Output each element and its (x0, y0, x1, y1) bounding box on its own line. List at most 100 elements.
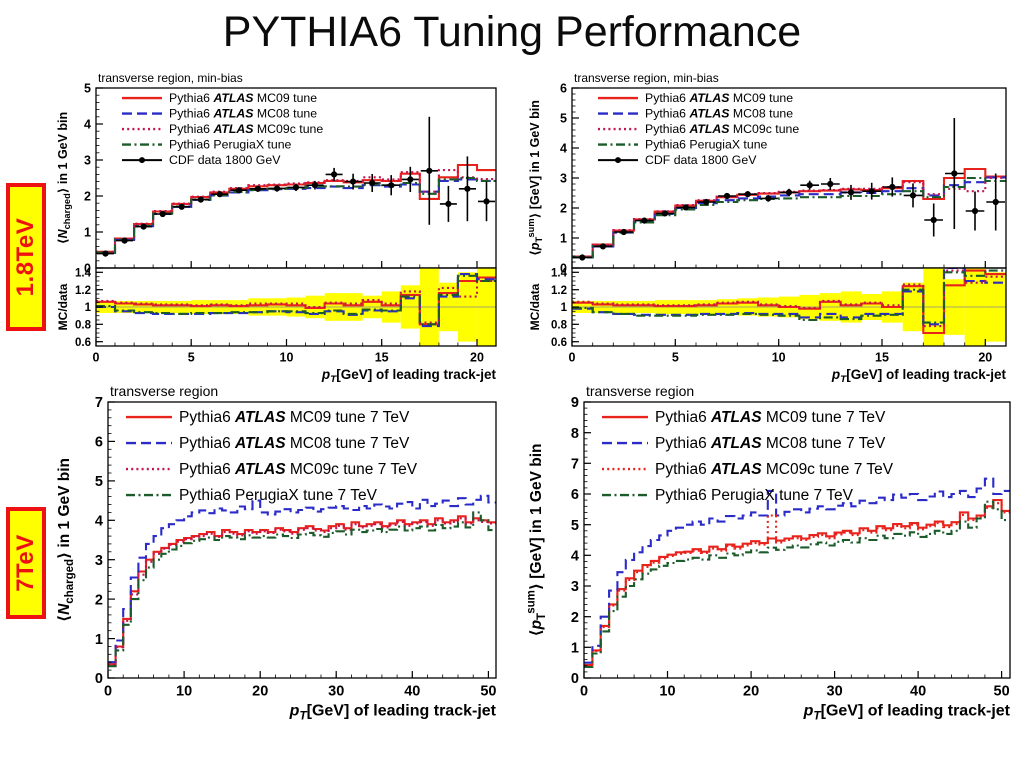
svg-text:8: 8 (571, 426, 579, 442)
series-line (584, 499, 1010, 667)
series-line (96, 163, 496, 253)
plot-ncharged-7tev: transverse region 0 1 2 3 4 5 6 7 ⟨Ncharged⟩ in 1… (56, 378, 506, 723)
y-axis-title: ⟨pTsum⟩ [GeV] in 1 GeV bin (528, 444, 548, 637)
svg-text:0: 0 (580, 684, 588, 700)
svg-text:30: 30 (827, 684, 843, 700)
bl-series (108, 494, 496, 668)
svg-text:10: 10 (772, 351, 786, 365)
legend-label: Pythia6 ATLAS MC09c tune 7 TeV (655, 461, 894, 478)
svg-text:1: 1 (84, 226, 91, 240)
svg-text:1.4: 1.4 (551, 268, 568, 280)
legend-label: Pythia6 ATLAS MC09 tune (169, 91, 317, 105)
legend-label: Pythia6 ATLAS MC09c tune (645, 122, 799, 136)
x-axis-title: pT[GeV] of leading track-jet (289, 703, 497, 723)
chart-canvas-top-right: transverse region, min-bias 0 1 2 3 4 5 6 ⟨pTsum… (528, 71, 1007, 382)
tr-legend: Pythia6 ATLAS MC09 tune Pythia6 ATLAS MC0… (598, 91, 799, 167)
tl-main-panel: 0 1 2 3 4 5 ⟨Ncharged⟩ in 1 GeV bin (56, 82, 497, 276)
y-axis-title: ⟨pTsum⟩ [GeV] in 1 GeV bin (528, 100, 544, 256)
svg-text:5: 5 (84, 82, 91, 96)
panel-header: transverse region, min-bias (98, 71, 243, 85)
series-line (572, 167, 1006, 258)
legend-label: Pythia6 ATLAS MC09c tune 7 TeV (179, 461, 418, 478)
legend-label: CDF data 1800 GeV (645, 153, 757, 167)
legend-label: Pythia6 ATLAS MC09c tune (169, 122, 323, 136)
tl-series (96, 116, 496, 257)
page-title: PYTHIA6 Tuning Performance (222, 8, 802, 56)
legend-label: Pythia6 ATLAS MC09 tune 7 TeV (655, 409, 886, 426)
series-line (572, 176, 1006, 259)
svg-text:7: 7 (571, 457, 579, 473)
svg-text:10: 10 (176, 684, 192, 700)
series-line (96, 274, 496, 326)
svg-text:4: 4 (84, 118, 91, 132)
series-line (572, 269, 1006, 328)
svg-text:0: 0 (560, 262, 567, 276)
plot-nchanged-1800gev: transverse region, min-bias 0 1 2 3 4 5 ⟨Ncharg… (56, 70, 506, 382)
svg-text:5: 5 (188, 351, 195, 365)
series-line (108, 511, 496, 668)
svg-text:10: 10 (659, 684, 675, 700)
energy-label-7tev: 7TeV (6, 507, 46, 619)
svg-text:5: 5 (560, 112, 567, 126)
svg-text:1: 1 (571, 641, 579, 657)
svg-text:6: 6 (571, 487, 579, 503)
svg-text:3: 3 (571, 579, 579, 595)
legend-label: Pythia6 ATLAS MC08 tune 7 TeV (655, 435, 886, 452)
svg-text:0: 0 (571, 671, 579, 687)
x-axis-title: pT[GeV] of leading track-jet (321, 367, 497, 382)
svg-text:1: 1 (561, 302, 568, 314)
plot-ptsum-1800gev: transverse region, min-bias 0 1 2 3 4 5 6 ⟨pTsum… (528, 70, 1016, 382)
svg-text:9: 9 (571, 395, 579, 411)
legend-label: Pythia6 PerugiaX tune 7 TeV (655, 487, 854, 504)
svg-text:1.2: 1.2 (551, 285, 567, 297)
panel-header: transverse region (586, 383, 694, 399)
series-line (584, 502, 1010, 667)
svg-text:1: 1 (95, 632, 103, 648)
legend-label: Pythia6 PerugiaX tune (169, 138, 292, 152)
svg-text:40: 40 (910, 684, 926, 700)
svg-text:2: 2 (84, 190, 91, 204)
legend-label: CDF data 1800 GeV (169, 153, 281, 167)
svg-text:15: 15 (375, 351, 389, 365)
svg-text:5: 5 (95, 474, 103, 490)
tl-series (96, 273, 496, 328)
panel-header: transverse region, min-bias (574, 71, 719, 85)
svg-text:0.8: 0.8 (551, 320, 568, 332)
svg-text:6: 6 (560, 82, 567, 96)
svg-text:0: 0 (95, 671, 103, 687)
y-axis-title: ⟨Ncharged⟩ in 1 GeV bin (56, 458, 76, 622)
svg-text:5: 5 (672, 351, 679, 365)
svg-text:50: 50 (480, 684, 496, 700)
svg-text:2: 2 (95, 592, 103, 608)
svg-text:4: 4 (95, 514, 103, 530)
plot-ptsum-7tev: transverse region 0 1 2 3 4 5 6 7 8 9 ⟨pTsum⟩ [GeV]… (528, 378, 1020, 723)
svg-text:0.8: 0.8 (75, 320, 92, 332)
br-legend: Pythia6 ATLAS MC09 tune 7 TeV Pythia6 ATL… (602, 409, 894, 504)
series-line (584, 500, 1010, 669)
svg-text:1.4: 1.4 (75, 268, 92, 280)
series-line (108, 515, 496, 666)
svg-text:3: 3 (84, 154, 91, 168)
svg-text:5: 5 (571, 518, 579, 534)
legend-label: Pythia6 ATLAS MC09 tune (645, 91, 793, 105)
svg-text:1.2: 1.2 (75, 285, 91, 297)
y-axis-title: MC/data (56, 283, 70, 330)
svg-text:7: 7 (95, 395, 103, 411)
svg-text:0: 0 (84, 262, 91, 276)
svg-text:6: 6 (95, 435, 103, 451)
svg-text:0.6: 0.6 (551, 337, 567, 349)
data-points-with-errors (573, 118, 1005, 261)
series-line (96, 169, 496, 253)
svg-text:40: 40 (404, 684, 420, 700)
bl-legend: Pythia6 ATLAS MC09 tune 7 TeV Pythia6 ATL… (126, 409, 418, 504)
legend-label: Pythia6 ATLAS MC09 tune 7 TeV (179, 409, 410, 426)
tr-ratio-panel: 0.6 0.8 1 1.2 1.4 MC/data (528, 267, 1007, 349)
legend-label: Pythia6 PerugiaX tune 7 TeV (179, 487, 378, 504)
svg-text:2: 2 (571, 610, 579, 626)
tr-series (572, 268, 1006, 335)
x-axis-title: pT[GeV] of leading track-jet (831, 367, 1007, 382)
data-points-with-errors (97, 116, 495, 257)
svg-text:4: 4 (560, 142, 567, 156)
svg-text:0: 0 (104, 684, 112, 700)
